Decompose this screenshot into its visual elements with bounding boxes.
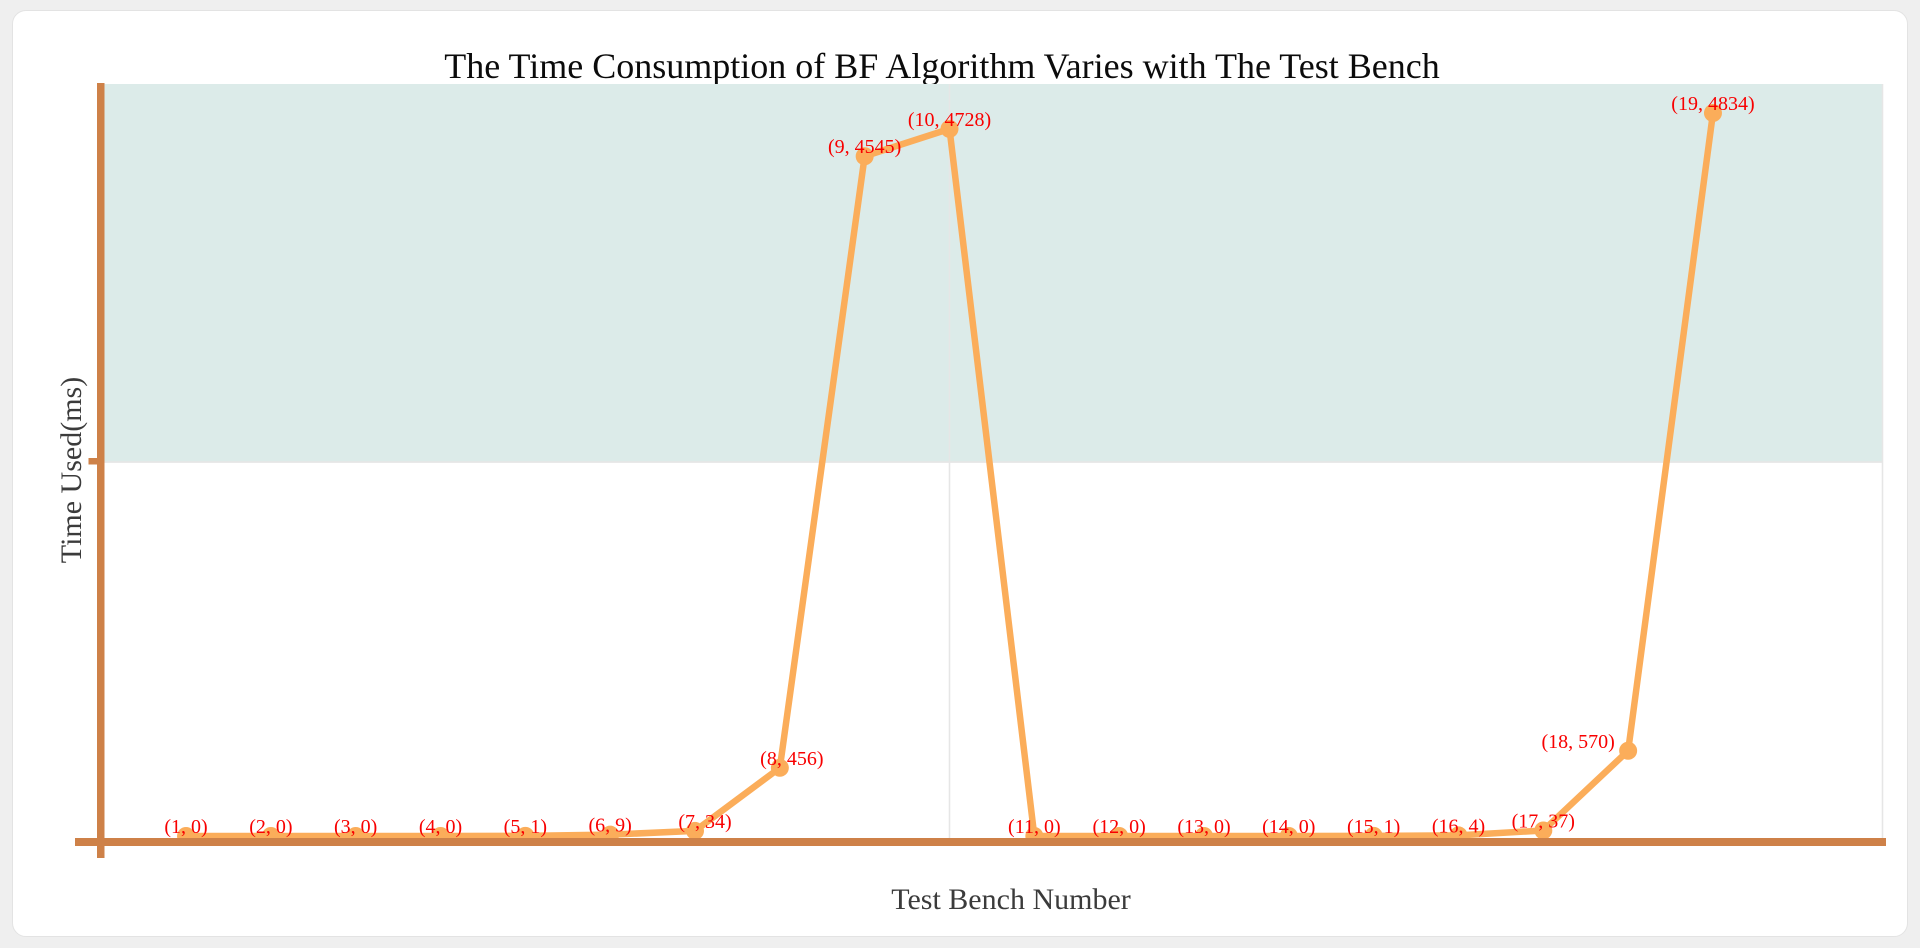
data-point-label: (19, 4834) — [1671, 93, 1754, 115]
data-point-label: (1, 0) — [164, 816, 207, 838]
gridline-layer — [104, 84, 1884, 838]
y-axis — [97, 83, 105, 858]
data-point-marker — [940, 119, 959, 138]
data-point-label: (16, 4) — [1432, 815, 1485, 837]
data-point-label: (3, 0) — [334, 816, 377, 838]
data-point-label: (4, 0) — [419, 816, 462, 838]
data-point-marker — [855, 147, 874, 166]
data-point-marker — [1619, 741, 1638, 760]
data-point-label: (8, 456) — [760, 748, 823, 770]
data-point-label: (17, 37) — [1512, 810, 1575, 832]
y-axis-tick-2500 — [88, 458, 98, 465]
data-point-marker — [686, 821, 705, 840]
chart-title: The Time Consumption of BF Algorithm Var… — [444, 46, 1440, 86]
data-point-marker — [770, 758, 789, 777]
data-point-label: (10, 4728) — [908, 109, 991, 131]
shaded-band — [104, 84, 1883, 463]
point-label-layer: (1, 0) (2, 0) (3, 0) (4, 0) (5, 1) (6, 9) (7, … — [164, 93, 1754, 838]
data-point-label: (12, 0) — [1092, 816, 1145, 838]
data-point-label: (7, 34) — [678, 811, 731, 833]
shaded-band-layer — [104, 84, 1883, 463]
data-point-marker — [1534, 821, 1553, 840]
data-point-label: (18, 570) — [1541, 731, 1614, 753]
data-point-label: (2, 0) — [249, 816, 292, 838]
data-point-label: (5, 1) — [504, 816, 547, 838]
data-point-label: (14, 0) — [1262, 816, 1315, 838]
x-axis — [75, 838, 1886, 846]
data-point-label: (15, 1) — [1347, 816, 1400, 838]
data-point-marker — [1703, 104, 1722, 123]
data-point-label: (6, 9) — [589, 815, 632, 837]
axes-layer — [75, 83, 1886, 858]
data-point-label: (11, 0) — [1008, 816, 1061, 838]
data-point-label: (13, 0) — [1177, 816, 1230, 838]
x-axis-label: Test Bench Number — [891, 883, 1131, 916]
data-point-label: (9, 4545) — [828, 136, 901, 158]
